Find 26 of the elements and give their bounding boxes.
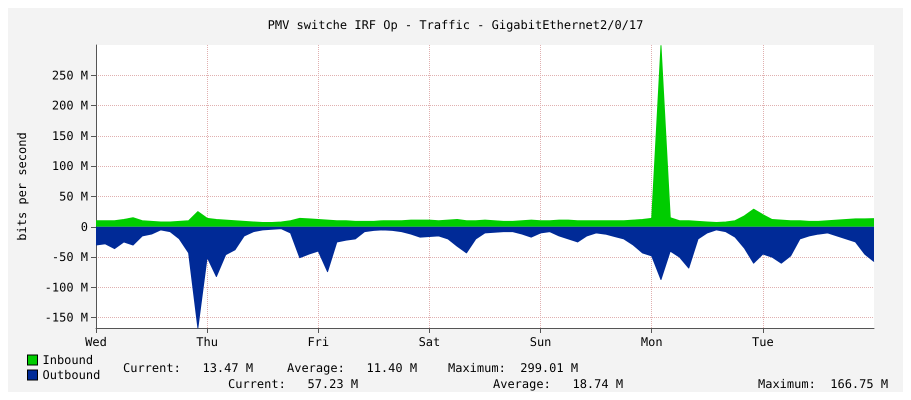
text: Average: 11.40 M xyxy=(287,361,418,375)
x-tick-label: Fri xyxy=(307,335,330,349)
y-tick-label: -50 M xyxy=(52,250,88,264)
x-tick-label: Wed xyxy=(85,335,107,349)
x-tick-label: Mon xyxy=(640,335,663,349)
y-tick-label: -150 M xyxy=(44,310,88,325)
x-tick-label: Tue xyxy=(752,335,774,349)
y-tick-label: 100 M xyxy=(52,159,88,174)
y-tick-label: 150 M xyxy=(52,128,88,143)
y-tick-label: 200 M xyxy=(52,98,88,113)
y-tick-label: 50 M xyxy=(59,190,88,204)
x-tick-label: Sun xyxy=(530,335,552,349)
text: Maximum: 166.75 M xyxy=(758,377,888,391)
x-tick-label: Sat xyxy=(418,335,440,349)
text: Current: 57.23 M xyxy=(228,377,358,391)
text: Average: 18.74 M xyxy=(493,377,624,391)
y-axis-title: bits per second xyxy=(15,132,29,241)
text: Current: 13.47 M xyxy=(123,361,254,375)
y-tick-label: -100 M xyxy=(44,280,88,294)
legend-label: Inbound xyxy=(42,353,94,367)
legend-label: Outbound xyxy=(42,368,100,382)
y-tick-label: 250 M xyxy=(52,68,88,82)
text: Maximum: 299.01 M xyxy=(448,361,578,375)
y-tick-label: 0 xyxy=(80,220,88,234)
chart-title: PMV switche IRF Op - Traffic - GigabitEthernet2/0/17 xyxy=(268,18,644,32)
x-tick-label: Thu xyxy=(196,335,218,349)
